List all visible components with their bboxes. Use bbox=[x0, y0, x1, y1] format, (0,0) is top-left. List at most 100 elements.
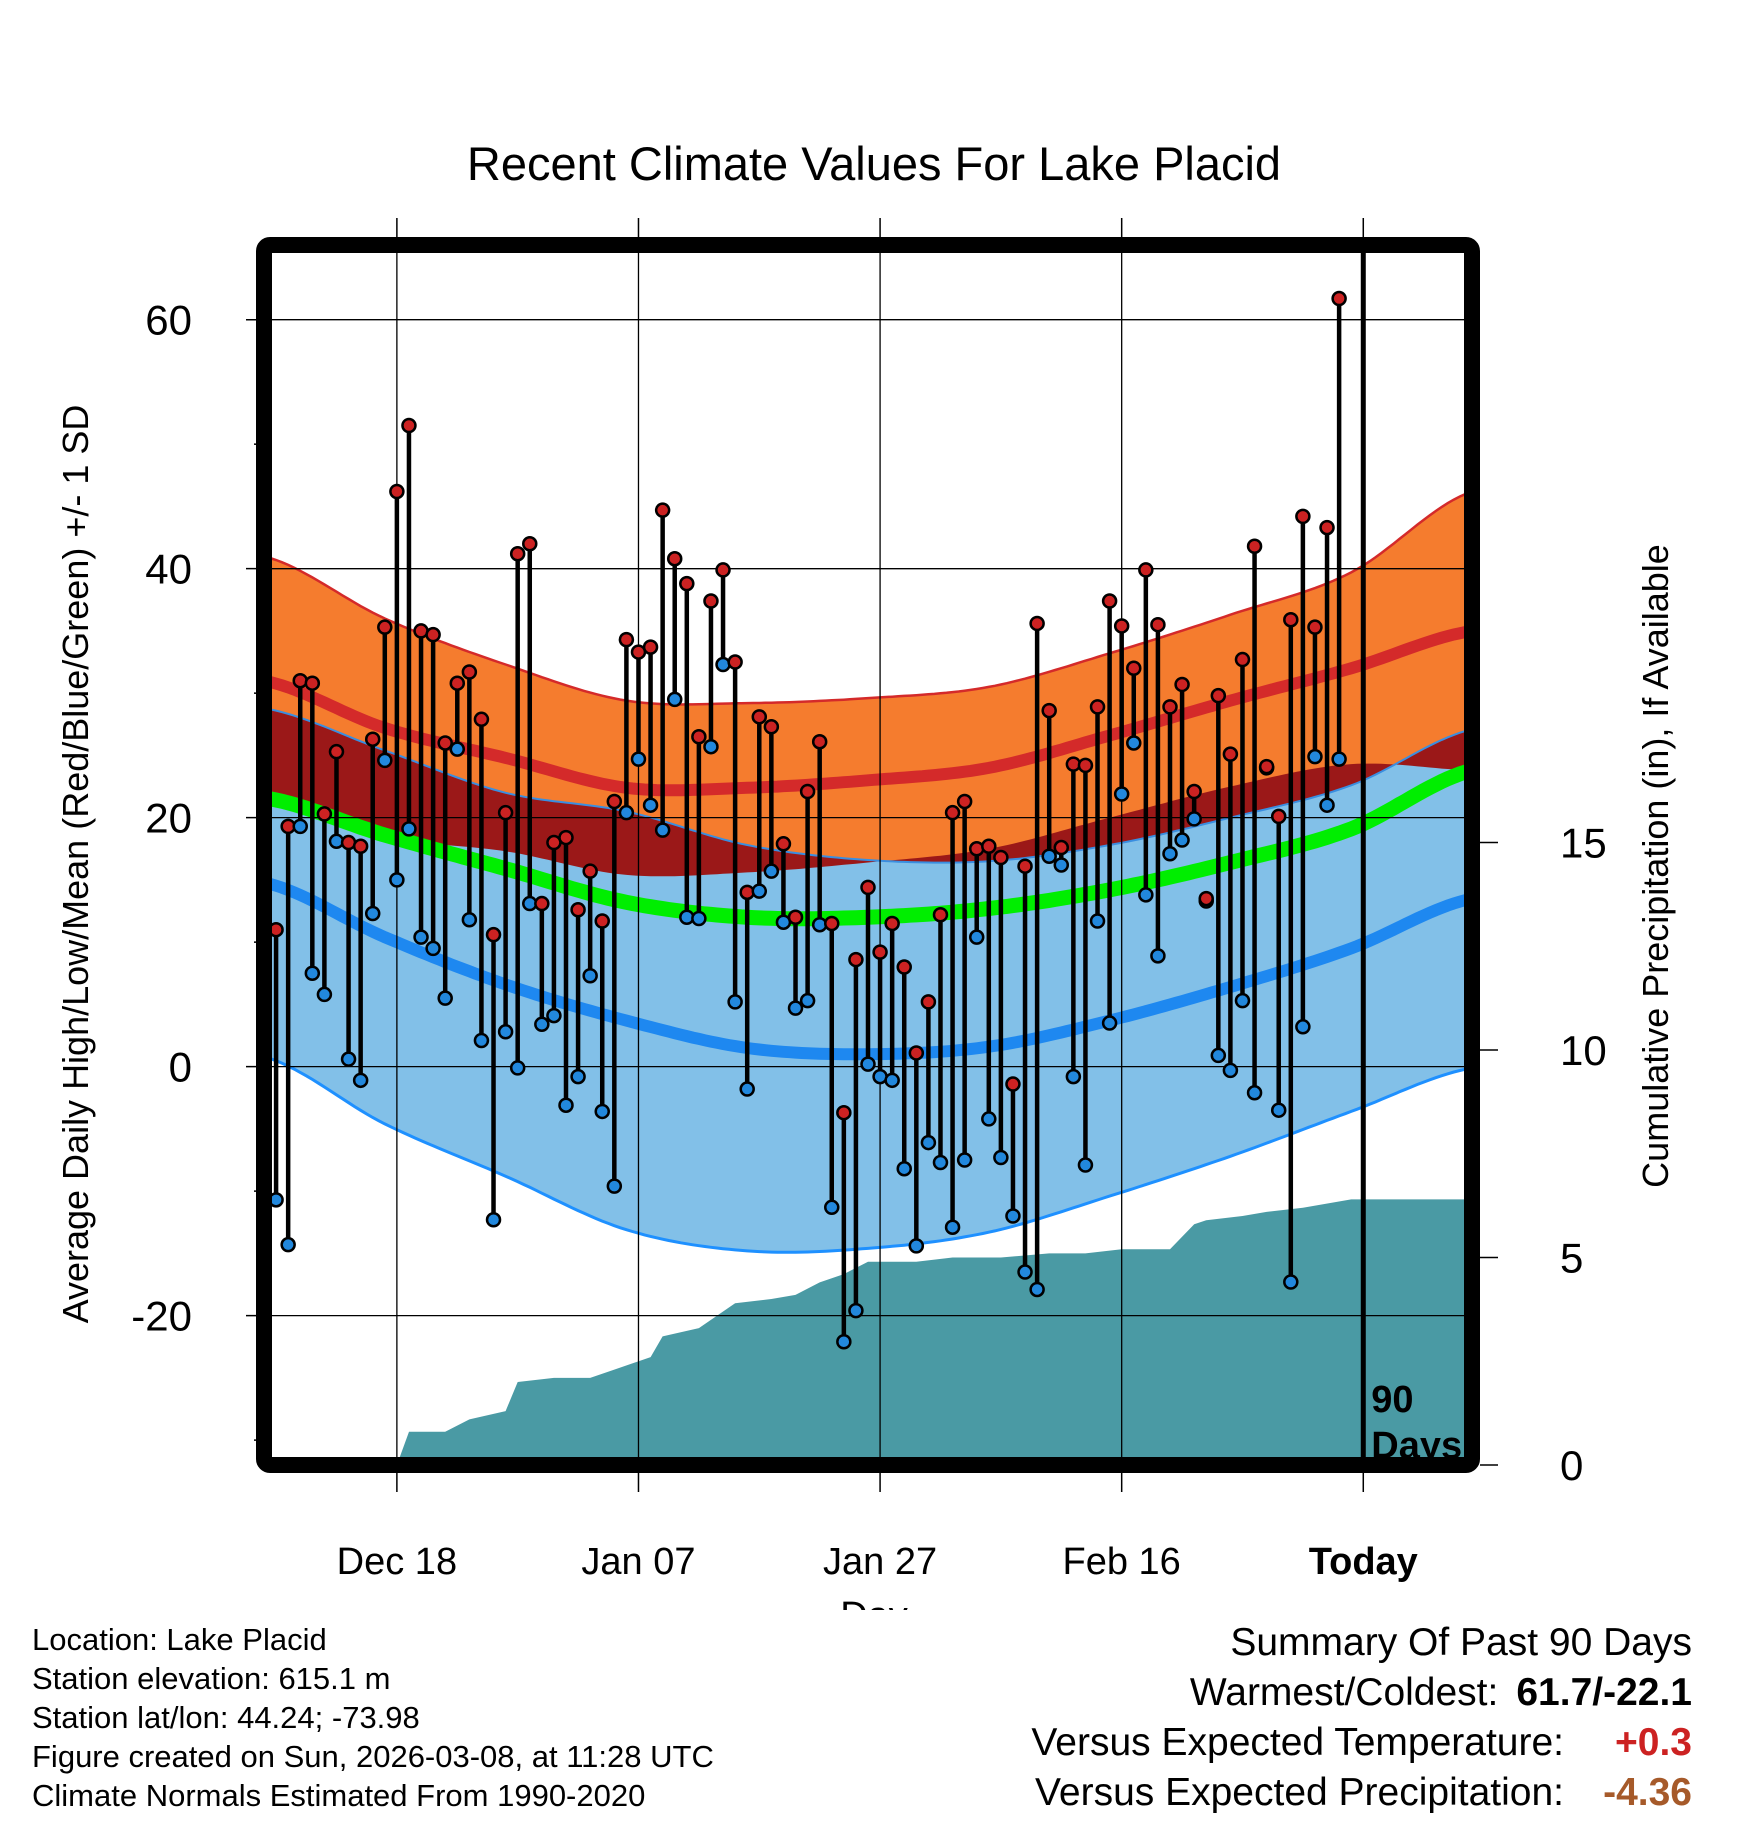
high-upper-edge bbox=[268, 490, 1470, 706]
low-point bbox=[1270, 1102, 1287, 1118]
high-point bbox=[316, 806, 333, 822]
low-point bbox=[739, 1081, 755, 1097]
low-point bbox=[896, 1160, 912, 1177]
high-point bbox=[1283, 611, 1299, 628]
high-point bbox=[1126, 660, 1142, 677]
low-point bbox=[908, 1238, 925, 1254]
climate-chart: Recent Climate Values For Lake Placid 90… bbox=[55, 137, 1676, 1610]
low-point bbox=[558, 1097, 574, 1113]
high-point bbox=[1162, 699, 1178, 715]
low-point bbox=[1150, 948, 1166, 964]
y2-tick-label: 5 bbox=[1560, 1235, 1583, 1282]
summary-panel: Summary Of Past 90 Days Warmest/Coldest:… bbox=[1031, 1618, 1692, 1818]
warmest-coldest-label: Warmest/Coldest: bbox=[1189, 1671, 1499, 1714]
high-point bbox=[679, 575, 695, 592]
plot-border bbox=[256, 237, 1480, 1473]
low-point bbox=[642, 797, 659, 813]
y-tick-label: 60 bbox=[145, 297, 192, 344]
low-point bbox=[437, 990, 453, 1006]
high-point bbox=[401, 417, 417, 434]
low-point bbox=[1113, 786, 1130, 802]
high-point bbox=[425, 626, 441, 643]
high-point bbox=[824, 915, 840, 932]
low-point bbox=[703, 738, 719, 755]
high-point bbox=[908, 1045, 925, 1061]
low-point bbox=[509, 1060, 526, 1076]
low-point bbox=[630, 751, 647, 767]
latlon-text: Station lat/lon: 44.24; -73.98 bbox=[32, 1700, 420, 1735]
high-point bbox=[691, 728, 707, 745]
low-point bbox=[944, 1219, 961, 1235]
high-point bbox=[1258, 758, 1275, 775]
low-point bbox=[836, 1334, 852, 1350]
low-point bbox=[799, 992, 816, 1009]
high-point bbox=[896, 959, 912, 975]
normals-text: Climate Normals Estimated From 1990-2020 bbox=[32, 1778, 646, 1813]
low-point bbox=[304, 965, 321, 982]
low-point bbox=[570, 1068, 586, 1085]
low-upper-edge bbox=[268, 707, 1470, 864]
low-point bbox=[340, 1051, 357, 1067]
high-point bbox=[1017, 858, 1033, 874]
high-point bbox=[666, 550, 683, 567]
low-point bbox=[292, 818, 308, 835]
high-point bbox=[715, 562, 731, 578]
high-point bbox=[1319, 519, 1335, 536]
high-point bbox=[618, 631, 635, 648]
high-point bbox=[654, 502, 671, 518]
y-tick-label: -20 bbox=[131, 1293, 192, 1340]
precip-area bbox=[268, 1199, 1470, 1465]
low-point bbox=[449, 741, 466, 757]
high-point bbox=[775, 836, 792, 852]
high-point bbox=[377, 619, 393, 635]
high-point bbox=[932, 907, 949, 923]
low-point bbox=[1222, 1062, 1239, 1079]
low-point bbox=[413, 929, 429, 945]
low-point bbox=[824, 1199, 840, 1216]
high-point bbox=[1246, 538, 1263, 555]
high-point bbox=[389, 483, 405, 500]
daily-ranges bbox=[273, 298, 1342, 1342]
high-point bbox=[1198, 890, 1214, 907]
x-tick-label: Dec 18 bbox=[337, 1541, 457, 1583]
high-point bbox=[1222, 746, 1239, 762]
high-point bbox=[461, 664, 478, 680]
low-point bbox=[968, 929, 985, 945]
high-point bbox=[1005, 1076, 1021, 1092]
low-point bbox=[787, 1000, 804, 1016]
high-normal-line bbox=[268, 625, 1470, 797]
precip-vs-expected-value: -4.36 bbox=[1603, 1771, 1692, 1814]
high-point bbox=[582, 863, 598, 879]
low-point bbox=[461, 911, 478, 928]
low-point bbox=[1101, 1015, 1118, 1031]
x-tick-label: Jan 07 bbox=[581, 1541, 695, 1583]
high-point bbox=[437, 735, 453, 751]
precip-vs-expected-label: Versus Expected Precipitation: bbox=[1035, 1771, 1564, 1814]
temp-vs-expected-row: Versus Expected Temperature: +0.3 bbox=[1031, 1718, 1692, 1768]
low-point bbox=[1089, 913, 1106, 929]
high-point bbox=[292, 672, 308, 689]
high-point bbox=[473, 711, 490, 728]
y-axis-label: Average Daily High/Low/Mean (Red/Blue/Gr… bbox=[55, 405, 96, 1324]
high-point bbox=[836, 1104, 852, 1121]
high-point bbox=[787, 909, 804, 925]
temp-vs-expected-value: +0.3 bbox=[1615, 1721, 1692, 1764]
low-point bbox=[1319, 797, 1335, 813]
low-point bbox=[932, 1154, 949, 1171]
low-point bbox=[1295, 1019, 1311, 1035]
low-point bbox=[1331, 751, 1347, 767]
high-point bbox=[811, 733, 828, 750]
high-point bbox=[920, 994, 937, 1010]
high-point bbox=[594, 913, 610, 929]
low-point bbox=[860, 1056, 876, 1072]
low-point bbox=[582, 968, 598, 984]
high-point bbox=[799, 783, 816, 800]
low-point bbox=[666, 691, 683, 708]
high-point bbox=[558, 829, 574, 846]
low-point bbox=[316, 986, 333, 1003]
x-axis-label: Day bbox=[840, 1595, 908, 1610]
low-point bbox=[993, 1149, 1009, 1166]
high-point bbox=[522, 536, 538, 552]
high-point bbox=[1234, 651, 1251, 668]
low-point bbox=[401, 821, 417, 837]
